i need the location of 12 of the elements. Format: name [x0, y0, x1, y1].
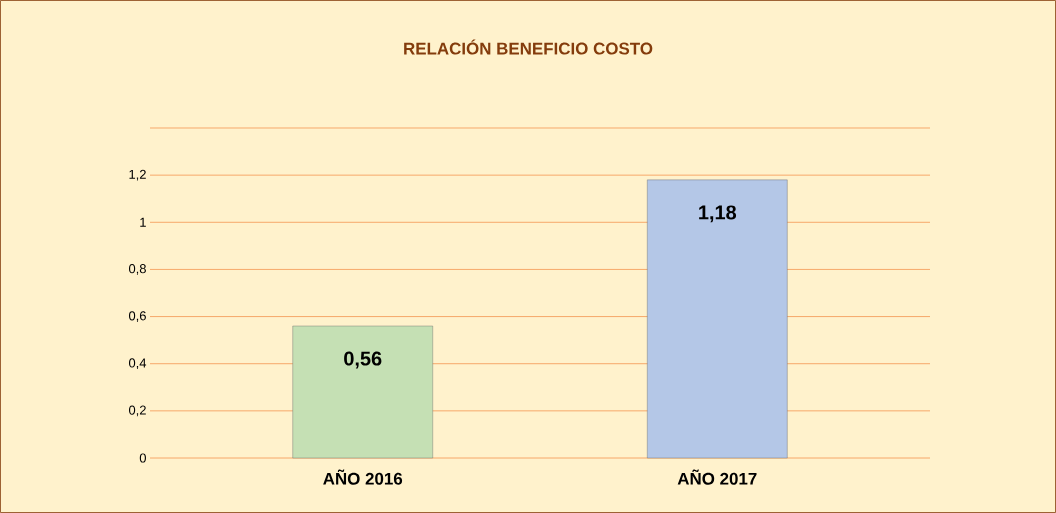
y-tick-label: 0,8: [128, 264, 146, 275]
y-tick-label: 1: [140, 217, 146, 227]
y-tick-label: 0: [139, 453, 146, 463]
y-tick-label: 0,2: [128, 405, 146, 417]
y-tick-label: 1,2: [129, 169, 146, 181]
data-label: 0,56: [344, 351, 382, 369]
chart-title: RELACIÓN BENEFICIO COSTO: [404, 39, 653, 55]
y-tick-label: 0,6: [128, 311, 146, 322]
data-label: 1,18: [699, 205, 737, 223]
x-tick-label: AÑO 2017: [677, 469, 757, 485]
x-tick-label: AÑO 2016: [323, 469, 403, 485]
y-tick-label: 0,4: [128, 358, 147, 370]
